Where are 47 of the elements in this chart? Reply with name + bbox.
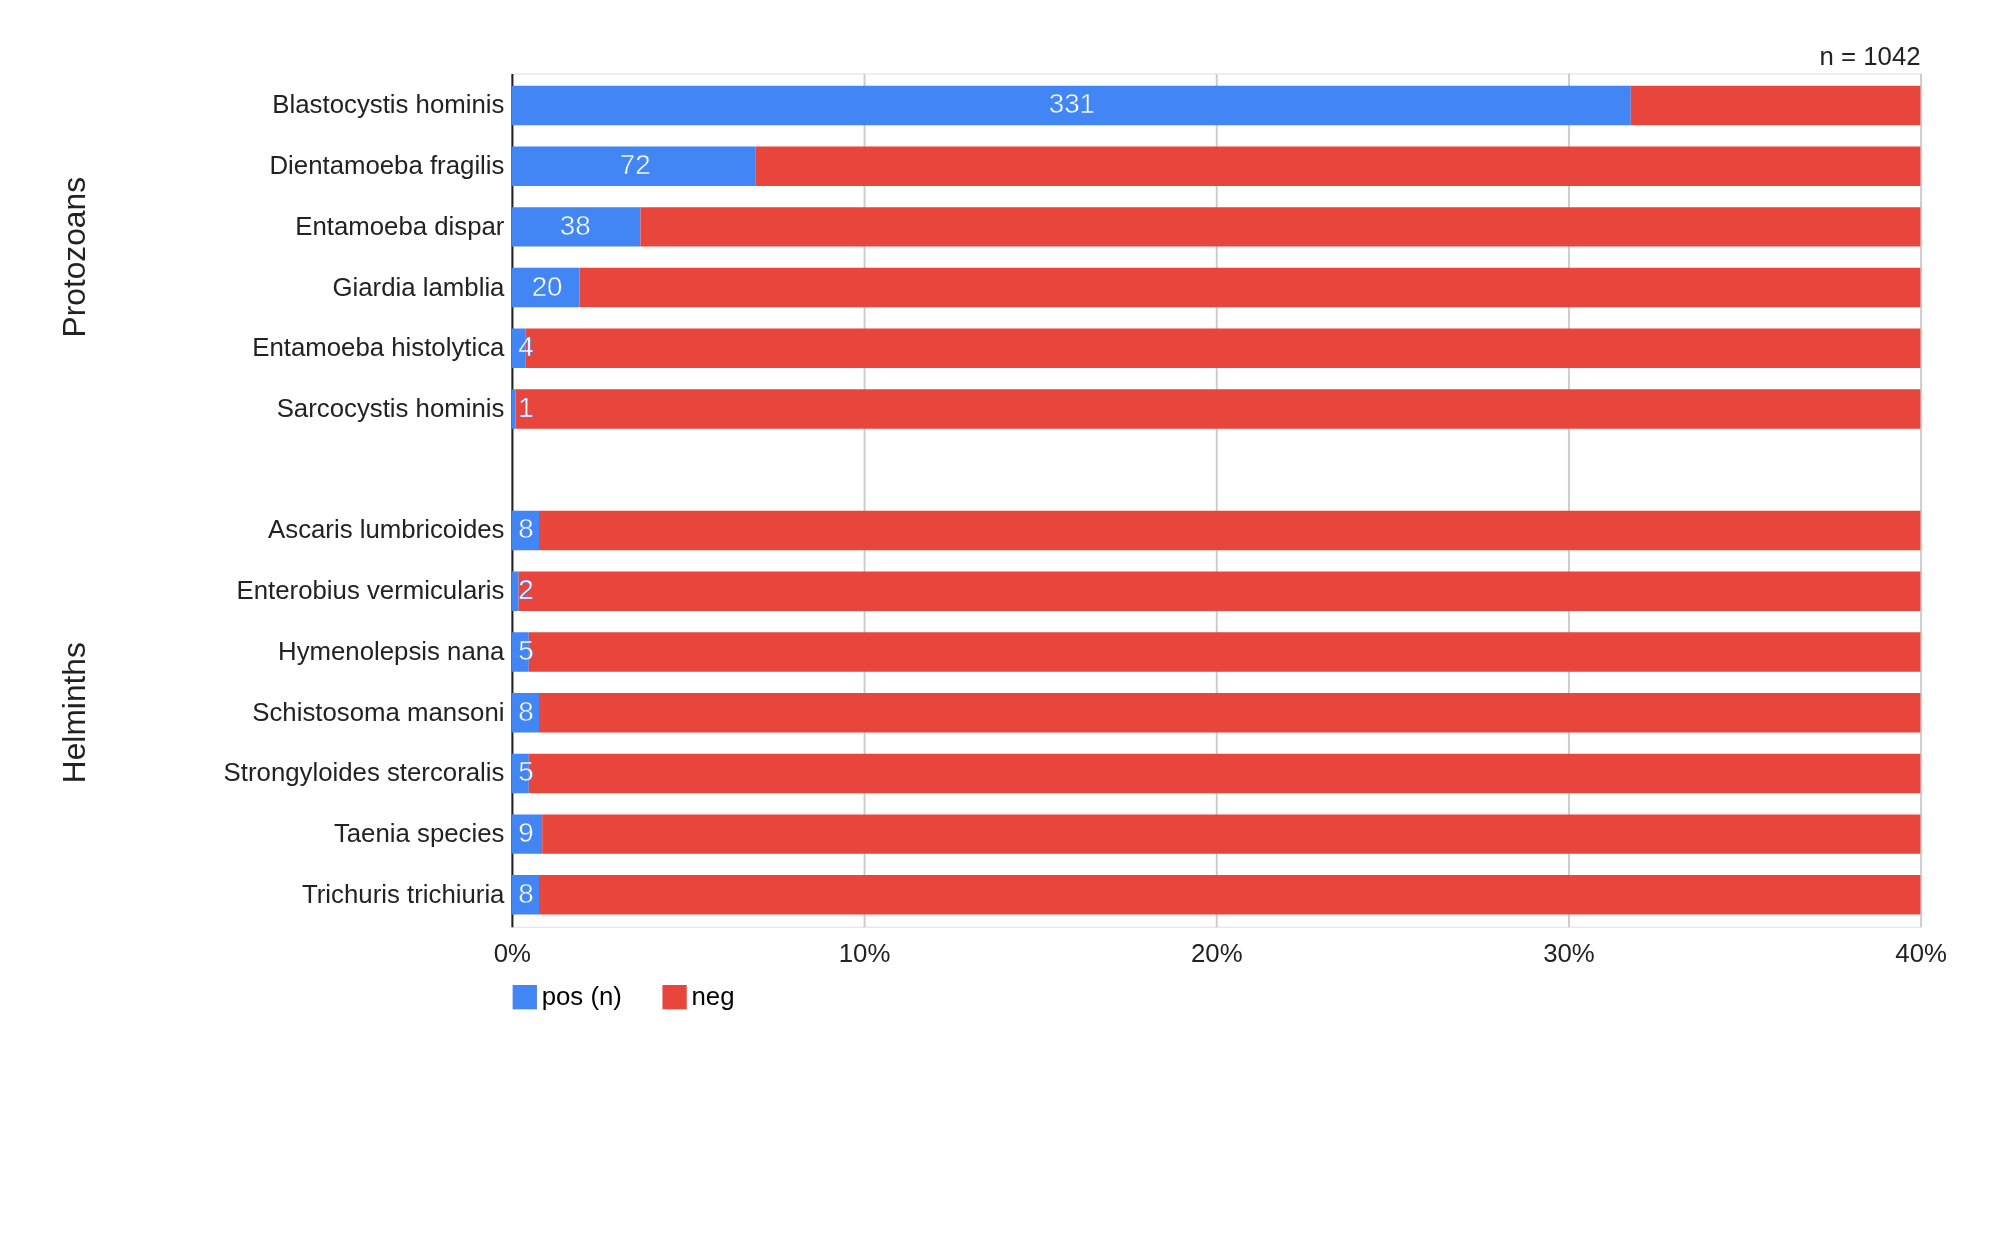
bar: [755, 146, 1921, 186]
text: n = 1042: [1819, 41, 1921, 70]
annotation: 1: [518, 391, 534, 423]
annotation: 8: [518, 513, 534, 545]
y-tick-label: Hymenolepsis nana: [278, 636, 506, 665]
x-tick-label: 10%: [838, 938, 891, 967]
bar: [579, 267, 1921, 308]
legend-label: neg: [691, 982, 735, 1011]
bar: [518, 571, 1921, 611]
y-tick-label: Sarcocystis hominis: [276, 393, 505, 422]
bar: [1630, 85, 1921, 126]
y-tick-label: Taenia species: [333, 819, 505, 848]
bar: [640, 207, 1921, 247]
y-tick-label: Giardia lamblia: [332, 272, 506, 301]
annotation: 2: [518, 574, 534, 606]
bar: [511, 571, 519, 611]
y-tick-label: Blastocystis hominis: [272, 90, 505, 119]
annotation: 331: [1048, 88, 1096, 120]
annotation: 8: [518, 877, 534, 909]
text: Helminths: [56, 642, 93, 784]
bar: [511, 146, 756, 186]
text: Protozoans: [56, 176, 93, 338]
y-tick-label: Entamoeba histolytica: [252, 333, 506, 362]
bar: [539, 510, 1921, 551]
bar: [515, 389, 1921, 429]
x-tick-label: 40%: [1895, 938, 1947, 967]
y-tick-label: Dientamoeba fragilis: [269, 151, 505, 180]
legend-label: pos (n): [541, 982, 622, 1011]
annotation: 20: [531, 270, 563, 302]
annotation: 38: [559, 209, 591, 241]
annotation: 8: [518, 695, 534, 727]
x-tick-label: 30%: [1543, 938, 1595, 967]
bar: [542, 814, 1921, 854]
annotation: 72: [619, 149, 651, 181]
y-tick-label: Trichuris trichiuria: [301, 879, 506, 908]
x-tick-label: 20%: [1190, 938, 1243, 967]
y-tick-label: Enterobius vermicularis: [236, 576, 505, 605]
y-tick-label: Entamoeba dispar: [295, 211, 505, 240]
y-tick-label: Strongyloides stercoralis: [223, 758, 505, 787]
y-tick-label: Schistosoma mansoni: [252, 697, 505, 726]
bar: [511, 207, 641, 247]
y-tick-label: Ascaris lumbricoides: [268, 515, 505, 544]
bar: [511, 85, 1631, 126]
annotation: 9: [518, 817, 534, 849]
bar: [539, 875, 1921, 915]
bar: [539, 692, 1921, 733]
x-tick-label: 0%: [493, 938, 532, 967]
